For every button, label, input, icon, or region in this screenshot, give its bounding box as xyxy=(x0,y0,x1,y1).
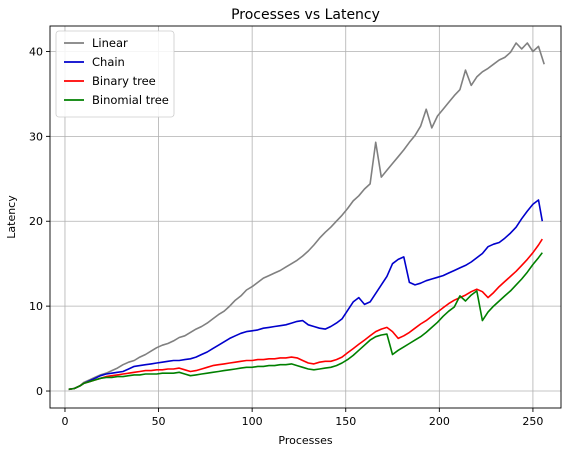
x-tick-label: 200 xyxy=(429,415,450,428)
y-tick-label: 0 xyxy=(36,385,43,398)
legend-entry-label: Linear xyxy=(92,36,128,50)
series-line-binary-tree xyxy=(68,238,543,391)
series-line-linear xyxy=(68,42,545,391)
x-axis-label: Processes xyxy=(278,434,332,447)
legend: Linear Chain Binary tree Binomial tree xyxy=(55,30,175,118)
legend-entry-label: Binary tree xyxy=(92,74,156,88)
chart-title: Processes vs Latency xyxy=(231,7,380,23)
series-line-binomial-tree xyxy=(68,252,543,391)
y-tick-label: 10 xyxy=(29,300,43,313)
legend-entry-label: Chain xyxy=(92,55,125,69)
y-tick-label: 20 xyxy=(29,215,43,228)
series-lines xyxy=(68,42,545,391)
axes: 0 50 100 150 200 250 0 10 20 30 40 xyxy=(29,25,562,428)
y-axis-label: Latency xyxy=(5,195,18,239)
y-axis-ticks: 0 10 20 30 40 xyxy=(29,45,50,398)
y-tick-label: 30 xyxy=(29,130,43,143)
legend-entry-label: Binomial tree xyxy=(92,93,169,107)
x-tick-label: 100 xyxy=(242,415,263,428)
x-tick-label: 250 xyxy=(522,415,543,428)
legend-box xyxy=(55,30,175,118)
x-tick-label: 0 xyxy=(61,415,68,428)
x-tick-label: 50 xyxy=(152,415,166,428)
series-line-chain xyxy=(68,199,544,391)
plot-frame xyxy=(49,25,562,409)
y-tick-label: 40 xyxy=(29,45,43,58)
x-axis-ticks: 0 50 100 150 200 250 xyxy=(61,408,543,428)
x-tick-label: 150 xyxy=(335,415,356,428)
